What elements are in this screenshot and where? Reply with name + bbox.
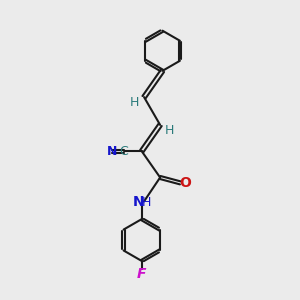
Text: C: C [119, 145, 128, 158]
Text: N: N [133, 195, 144, 209]
Text: H: H [130, 96, 140, 109]
Text: H: H [165, 124, 174, 137]
Text: F: F [137, 266, 146, 280]
Text: H: H [142, 196, 152, 209]
Text: O: O [179, 176, 191, 190]
Text: N: N [107, 145, 117, 158]
